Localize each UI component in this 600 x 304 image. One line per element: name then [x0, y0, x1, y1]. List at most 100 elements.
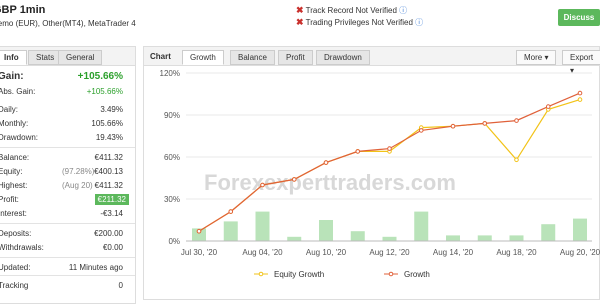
- x-tick-label: Aug 10, '20: [306, 248, 347, 257]
- x-tick-label: Aug 18, '20: [496, 248, 537, 257]
- x-tick-label: Jul 30, '20: [181, 248, 218, 257]
- bar: [477, 235, 492, 241]
- x-tick-label: Aug 20, '20: [560, 248, 600, 257]
- point: [514, 157, 519, 163]
- stat-note: (Aug 20): [62, 181, 93, 190]
- bar: [255, 211, 270, 241]
- caret: ▾: [570, 66, 575, 75]
- tab[interactable]: Stats: [28, 50, 63, 65]
- stat-label: Equity:: [0, 167, 23, 176]
- info-icon[interactable]: ⓘ: [399, 6, 408, 15]
- point: [514, 118, 519, 123]
- stat-label: Withdrawals:: [0, 243, 44, 252]
- bar: [350, 231, 365, 241]
- chart-panel: Chart Growth Balance Profit Drawdown More ▾ E…: [143, 46, 600, 300]
- chart-tab[interactable]: Profit: [278, 50, 313, 65]
- chart-tab[interactable]: Growth: [182, 50, 224, 65]
- y-tick-label: 120%: [160, 69, 180, 78]
- separator: [0, 147, 135, 148]
- stat-label: Highest:: [0, 181, 28, 190]
- x-tick-label: Aug 14, '20: [433, 248, 474, 257]
- stat-label: Tracking: [0, 281, 29, 290]
- y-tick-label: 60%: [164, 153, 180, 162]
- caret: ▾: [542, 53, 549, 62]
- point: [260, 182, 265, 188]
- button-label: Export: [570, 53, 594, 62]
- button-label: More: [524, 53, 543, 62]
- stat-label: Profit:: [0, 195, 19, 204]
- point: [482, 121, 488, 126]
- warning-text: Trading Privileges Not Verified: [305, 18, 413, 27]
- stat-value: €411.32: [94, 153, 123, 162]
- bar: [541, 224, 556, 241]
- tab[interactable]: General: [58, 50, 103, 65]
- account-title: GBP 1min: [0, 4, 46, 16]
- point: [355, 149, 361, 154]
- separator: [0, 275, 135, 276]
- stat-value: €411.32: [94, 181, 123, 190]
- discuss-button[interactable]: Discuss: [558, 9, 600, 26]
- dropdown-button[interactable]: More ▾: [516, 50, 557, 65]
- bar: [446, 235, 460, 241]
- point: [577, 97, 583, 102]
- point: [323, 160, 329, 165]
- point: [545, 104, 551, 109]
- warning-1: ✖ Track Record Not Verified ⓘ: [296, 5, 407, 16]
- stat-value: €0.00: [102, 243, 123, 252]
- line: [198, 99, 581, 232]
- bar: [319, 220, 333, 241]
- stat-value: 19.43%: [95, 133, 123, 142]
- legend-label: Growth: [404, 270, 430, 279]
- stat-value: €211.32: [94, 194, 129, 205]
- separator: [0, 223, 135, 224]
- stat-label: Abs. Gain:: [0, 87, 36, 96]
- x-tick-label: Aug 12, '20: [369, 248, 410, 257]
- watermark: Forexexperttraders.com: [204, 170, 456, 195]
- stat-label: Updated:: [0, 263, 31, 272]
- chart-panel-title: Chart: [150, 52, 171, 61]
- dropdown-button[interactable]: Export ▾: [562, 50, 600, 75]
- stat-label: Daily:: [0, 105, 19, 114]
- stat-value: 0: [118, 281, 123, 290]
- chart-tab[interactable]: Balance: [230, 50, 275, 65]
- stat-note: (97.28%): [62, 167, 95, 176]
- stat-value: +105.66%: [77, 71, 123, 82]
- stat-label: Gain:: [0, 71, 24, 82]
- point: [450, 123, 456, 129]
- point: [291, 177, 297, 182]
- tab[interactable]: Info: [0, 50, 27, 65]
- point: [196, 228, 202, 234]
- y-tick-label: 90%: [164, 111, 180, 120]
- bar: [287, 236, 302, 241]
- stat-value: 105.66%: [91, 119, 123, 128]
- account-subtitle: Demo (EUR), Other(MT4), MetaTrader 4: [0, 19, 136, 28]
- separator: [0, 257, 135, 258]
- stat-value: €200.00: [94, 229, 123, 238]
- stat-value: -€3.14: [100, 209, 123, 218]
- legend-label: Equity Growth: [274, 270, 324, 279]
- point: [577, 90, 583, 96]
- legend-marker: [258, 271, 264, 277]
- bar: [382, 236, 397, 241]
- warning-text: Track Record Not Verified: [305, 6, 397, 15]
- stat-label: Monthly:: [0, 119, 29, 128]
- line: [198, 92, 581, 232]
- bar: [414, 211, 429, 241]
- y-tick-label: 0%: [168, 237, 180, 246]
- point: [418, 128, 424, 133]
- bar: [573, 218, 587, 241]
- stat-value: €400.13: [94, 167, 123, 176]
- legend-marker: [388, 271, 394, 277]
- stat-value: +105.66%: [86, 87, 123, 96]
- x-icon: ✖: [296, 5, 304, 15]
- y-tick-label: 30%: [164, 195, 180, 204]
- info-icon[interactable]: ⓘ: [415, 18, 424, 27]
- stat-value: 11 Minutes ago: [68, 263, 123, 272]
- chart-tab[interactable]: Drawdown: [316, 50, 370, 65]
- point: [228, 209, 234, 214]
- stat-value: 3.49%: [100, 105, 123, 114]
- stat-label: Deposits:: [0, 229, 32, 238]
- bar: [223, 221, 238, 241]
